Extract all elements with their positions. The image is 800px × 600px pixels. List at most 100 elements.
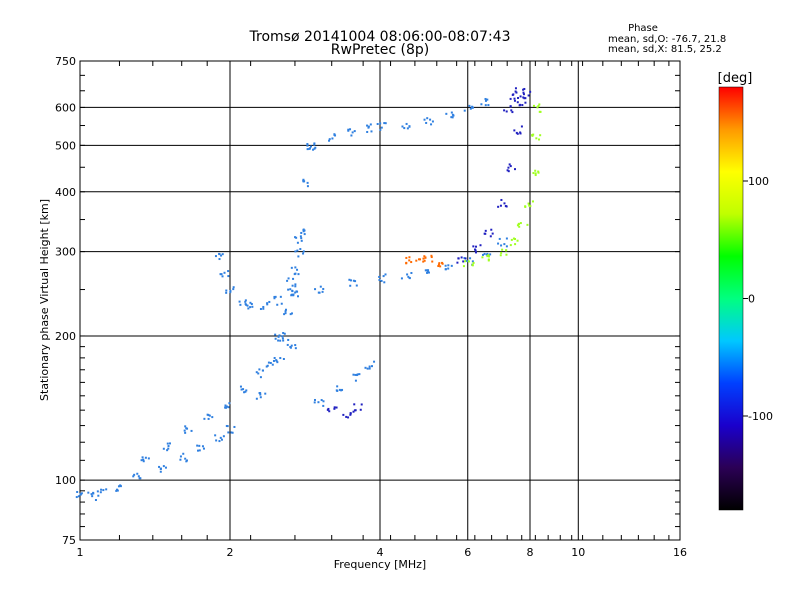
data-point	[500, 244, 503, 247]
data-point	[451, 116, 454, 119]
data-point	[300, 231, 303, 234]
data-point	[142, 460, 145, 463]
data-point	[509, 105, 512, 108]
data-point	[297, 273, 300, 276]
data-point	[431, 120, 434, 123]
data-point	[287, 277, 290, 280]
data-point	[233, 425, 236, 428]
data-point	[140, 459, 143, 462]
colorbar-tick-label: 100	[748, 175, 769, 188]
data-point	[94, 499, 97, 502]
data-point	[92, 492, 95, 495]
data-points	[75, 87, 542, 502]
data-point	[133, 473, 136, 476]
data-point	[468, 104, 471, 107]
data-point	[198, 444, 201, 447]
data-point	[338, 388, 341, 391]
data-point	[141, 456, 144, 459]
data-point	[520, 125, 523, 128]
data-point	[294, 285, 297, 288]
data-point	[333, 407, 336, 410]
data-point	[466, 260, 469, 263]
data-point	[100, 488, 103, 491]
data-point	[184, 457, 187, 460]
data-point	[426, 271, 429, 274]
x-tick-labels: 1 2 4 6 8 10 16	[77, 546, 688, 559]
data-point	[498, 237, 501, 240]
data-point	[463, 257, 466, 260]
data-point	[310, 145, 313, 148]
data-point	[485, 253, 488, 256]
data-point	[349, 279, 352, 282]
data-point	[366, 130, 369, 133]
data-point	[159, 467, 162, 470]
data-point	[484, 229, 487, 232]
data-point	[472, 261, 475, 264]
data-point	[486, 255, 489, 258]
data-point	[519, 95, 522, 98]
data-point	[158, 465, 161, 468]
data-point	[284, 312, 287, 315]
data-point	[450, 264, 453, 267]
data-point	[287, 288, 290, 291]
data-point	[142, 458, 145, 461]
data-point	[405, 261, 408, 264]
data-point	[79, 493, 82, 496]
x-tick-label: 10	[571, 546, 585, 559]
data-point	[487, 104, 490, 107]
data-point	[354, 373, 357, 376]
data-point	[299, 235, 302, 238]
data-point	[340, 389, 343, 392]
data-point	[497, 205, 500, 208]
y-tick-labels: 75 100 200 300 400 500 600 750	[55, 55, 76, 547]
data-point	[532, 104, 535, 107]
data-point	[277, 339, 280, 342]
data-point	[322, 287, 325, 290]
data-point	[529, 90, 532, 93]
data-point	[300, 237, 303, 240]
data-point	[497, 242, 500, 245]
data-point	[262, 307, 265, 310]
data-point	[367, 126, 370, 129]
data-point	[378, 279, 381, 282]
data-point	[465, 259, 468, 262]
data-point	[300, 239, 303, 242]
data-point	[429, 118, 432, 121]
data-point	[335, 406, 338, 409]
data-point	[162, 465, 165, 468]
data-point	[526, 223, 529, 226]
data-point	[282, 331, 285, 334]
x-tick-label: 1	[77, 546, 84, 559]
data-point	[538, 110, 541, 113]
data-point	[294, 250, 297, 253]
data-point	[408, 256, 411, 259]
data-point	[482, 253, 485, 256]
data-point	[489, 235, 492, 238]
data-point	[512, 93, 515, 96]
data-point	[522, 96, 525, 99]
data-point	[373, 360, 376, 363]
data-point	[119, 484, 122, 487]
data-point	[539, 134, 542, 137]
data-point	[513, 129, 516, 132]
data-point	[279, 339, 282, 342]
data-point	[296, 241, 299, 244]
data-point	[279, 357, 282, 360]
data-point	[384, 122, 387, 125]
data-point	[417, 258, 420, 261]
data-point	[460, 256, 463, 259]
data-point	[239, 303, 242, 306]
data-point	[523, 97, 526, 100]
data-point	[348, 278, 351, 281]
data-point	[379, 128, 382, 131]
data-point	[514, 238, 517, 241]
data-point	[480, 103, 483, 106]
data-point	[484, 97, 487, 100]
data-point	[360, 403, 363, 406]
data-point	[505, 237, 508, 240]
data-point	[405, 256, 408, 259]
data-point	[303, 180, 306, 183]
data-point	[349, 284, 352, 287]
data-point	[425, 121, 428, 124]
data-point	[505, 253, 508, 256]
